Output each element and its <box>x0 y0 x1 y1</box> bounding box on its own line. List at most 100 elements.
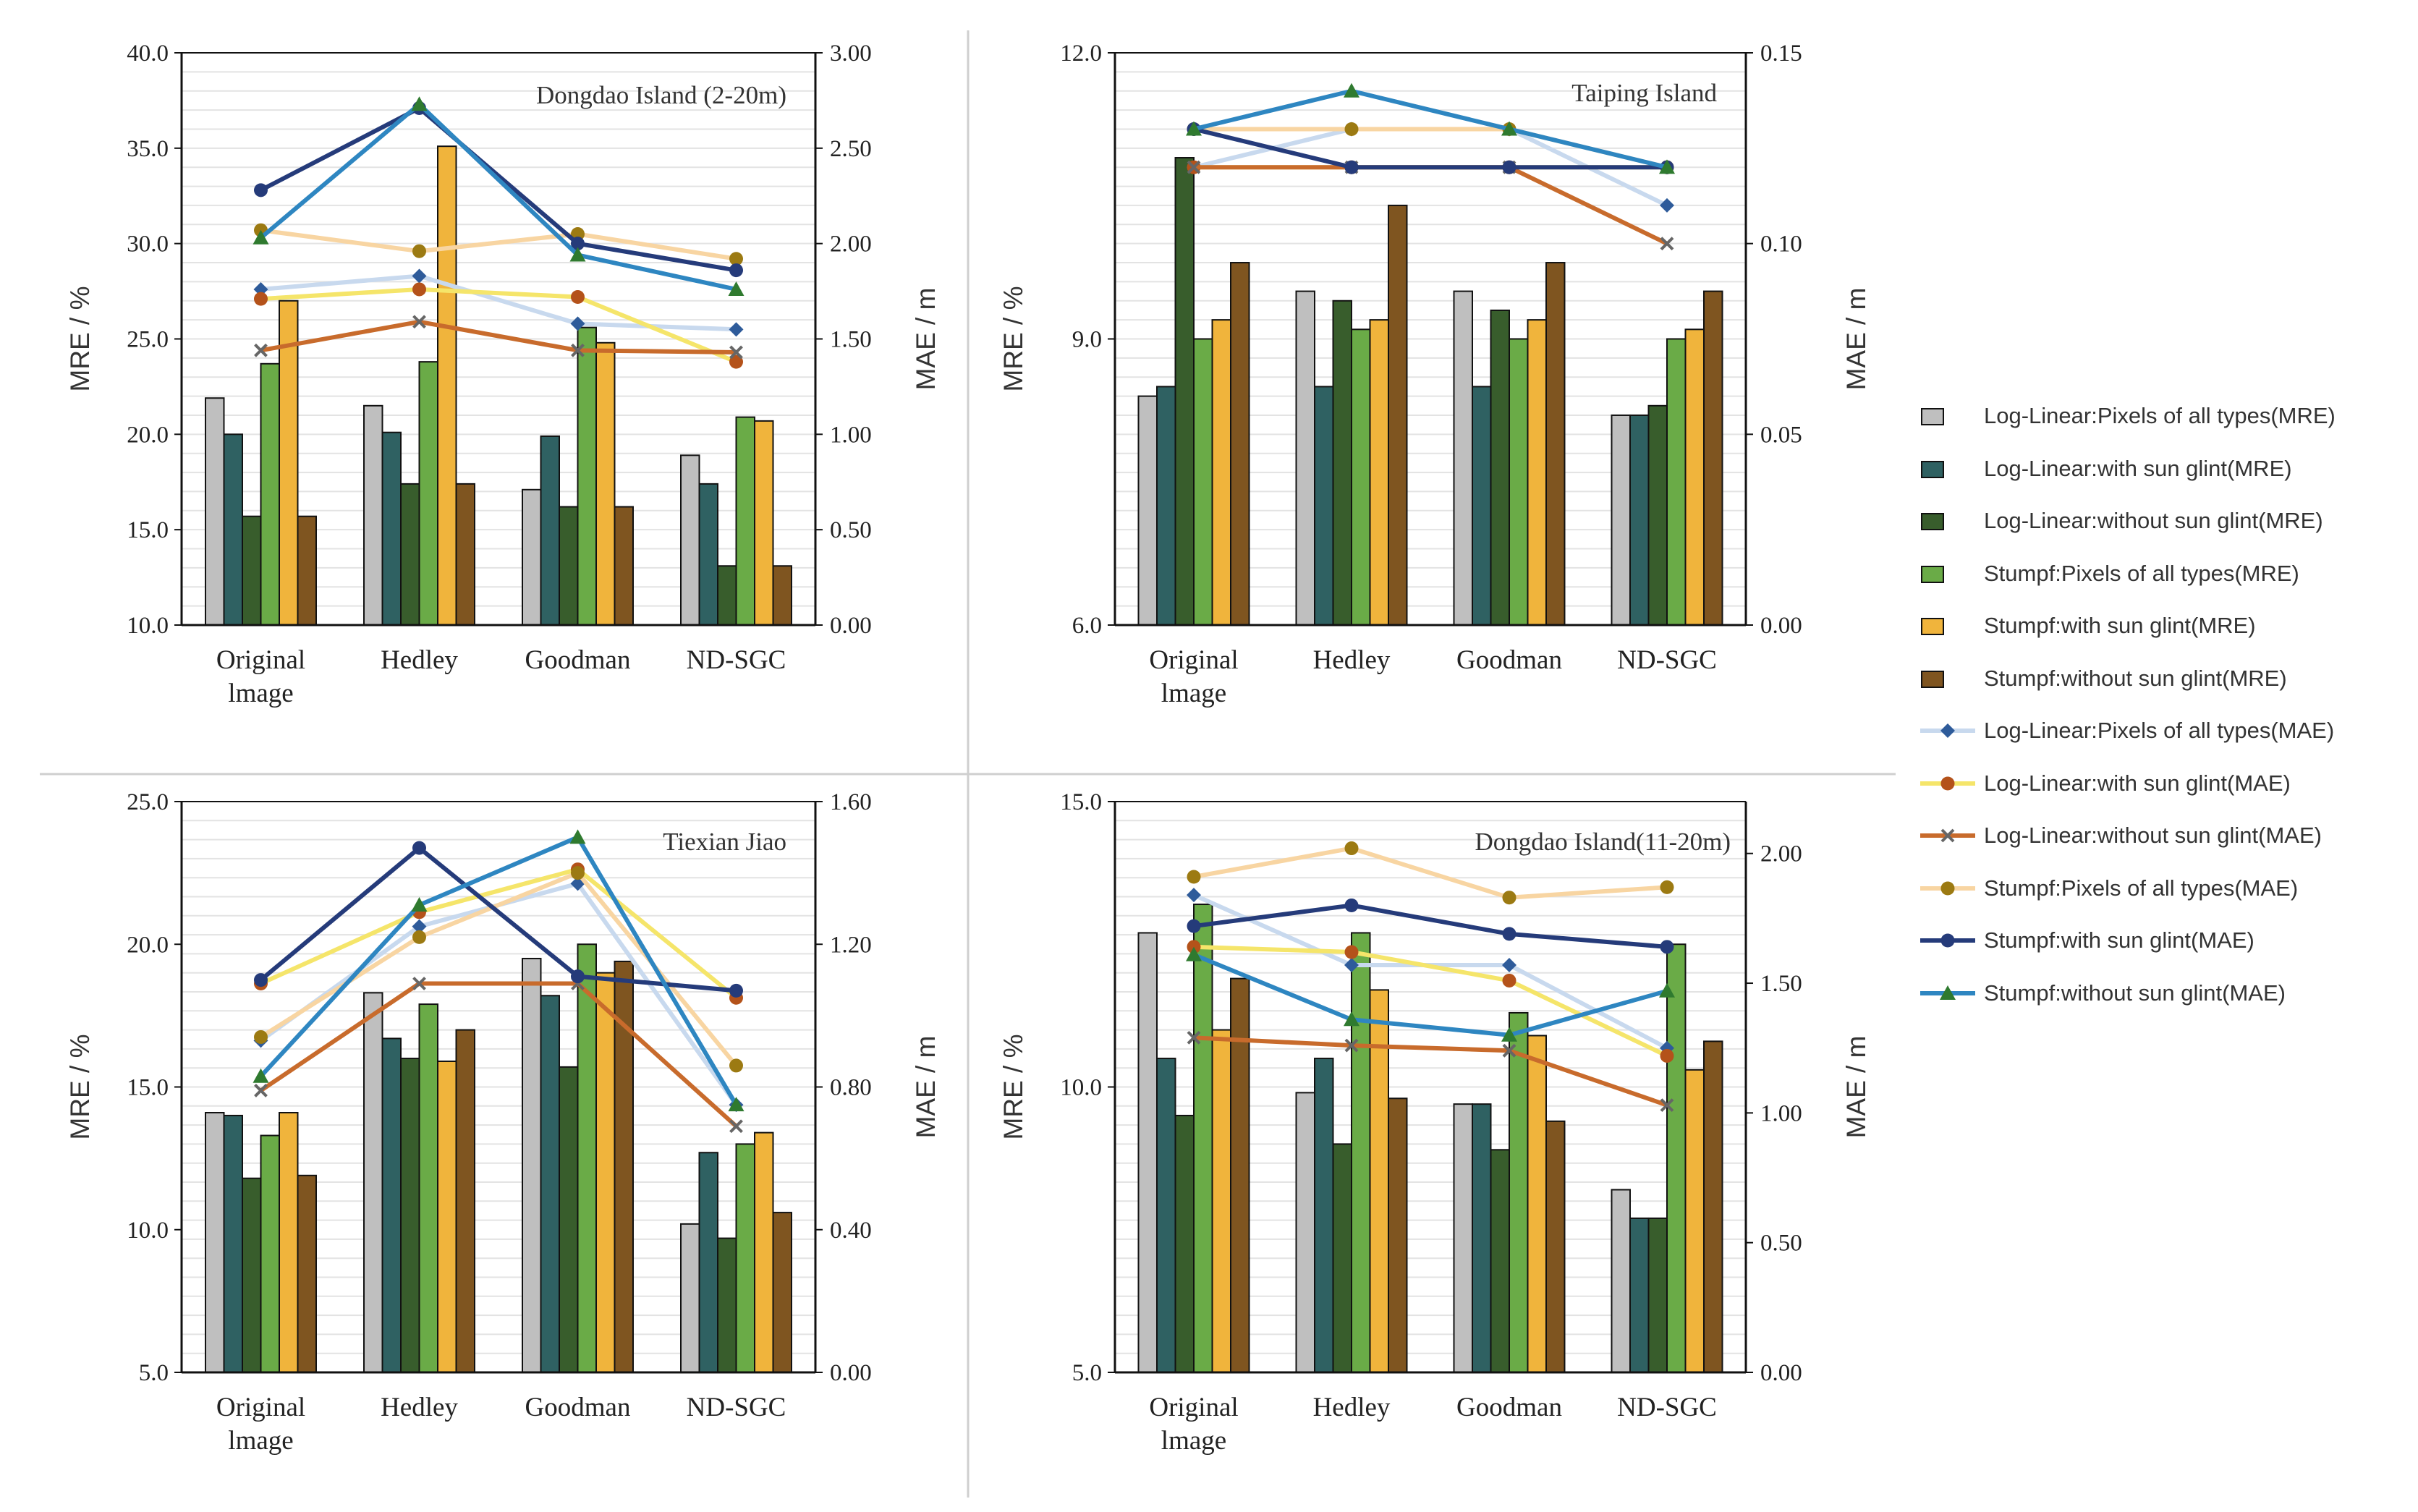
legend-symbol <box>1920 985 1975 1000</box>
bar-3-3 <box>1490 1149 1510 1374</box>
mae-point-5-2 <box>1344 898 1359 912</box>
mae-point-5-4 <box>729 263 743 278</box>
mae-point-4-2 <box>412 930 426 944</box>
bar-3-1 <box>242 1177 262 1373</box>
y-tick-label: 5.0 <box>139 1360 169 1386</box>
bar-1-1 <box>205 397 225 627</box>
legend-label: Stumpf:without sun glint(MRE) <box>1984 665 2287 691</box>
legend-item-10: Stumpf:Pixels of all types(MAE) <box>1917 874 2298 903</box>
bar-1-2 <box>1295 290 1315 626</box>
mae-point-3-2 <box>412 977 426 990</box>
chart-panel-1: 10.0 15.0 20.0 25.0 30.0 35.0 40.0 0.00 0.50 1.00… <box>65 41 941 708</box>
legend-swatch <box>1921 670 1944 688</box>
y-axis-title: MRE / % <box>998 286 1028 392</box>
bar-5-3 <box>595 341 616 626</box>
bar-4-4 <box>1666 943 1687 1373</box>
mae-line-1 <box>260 273 737 332</box>
legend-marker <box>1940 985 1956 1000</box>
mae-point-5-1 <box>254 973 268 988</box>
x-tick-label: Original <box>216 645 305 675</box>
mae-point-4-1 <box>1187 870 1201 884</box>
bar-2-1 <box>223 433 243 626</box>
y2-axis-title: MAE / m <box>911 1036 941 1139</box>
legend-swatch <box>1921 408 1944 425</box>
y2-tick-label: 1.00 <box>830 422 872 448</box>
bar-1-4 <box>680 1223 700 1373</box>
mae-point-4-3 <box>571 866 585 880</box>
mae-point-1-1 <box>253 281 268 297</box>
x-tick-label: ND-SGC <box>687 645 786 675</box>
legend-symbol <box>1920 828 1975 843</box>
x-tick-label: lmage <box>1161 679 1226 708</box>
mae-line-6 <box>1193 88 1668 170</box>
bar-1-4 <box>1611 1189 1631 1374</box>
bar-6-1 <box>297 1174 317 1374</box>
y2-tick-label: 0.00 <box>830 613 872 639</box>
bar-3-1 <box>1174 157 1195 626</box>
y-tick-label: 20.0 <box>127 422 169 448</box>
bar-4-3 <box>577 326 597 626</box>
mae-point-3-4 <box>1660 237 1674 251</box>
mae-point-2-3 <box>1502 973 1516 988</box>
mae-line-5 <box>1193 127 1667 170</box>
x-tick-label: Goodman <box>525 645 631 675</box>
bar-1-4 <box>680 454 700 626</box>
mae-point-1-2 <box>412 268 427 284</box>
y2-axis-title: MAE / m <box>1841 288 1871 391</box>
mae-point-6-3 <box>1501 1027 1517 1042</box>
chart-panel-4: 5.0 10.0 15.0 0.00 0.50 1.00 1.50 2.00 Original l… <box>998 789 1871 1456</box>
bar-5-1 <box>279 300 299 626</box>
x-tick-label: Hedley <box>381 1393 458 1422</box>
legend-label: Log-Linear:Pixels of all types(MAE) <box>1984 718 2335 743</box>
legend-swatch <box>1921 513 1944 530</box>
y2-tick-label: 3.00 <box>830 41 872 67</box>
mae-point-3-3 <box>571 343 585 357</box>
mae-point-4-2 <box>1344 122 1359 136</box>
y2-tick-label: 1.50 <box>830 327 872 353</box>
mae-point-3-1 <box>1187 160 1201 174</box>
x-tick-label: ND-SGC <box>1617 1393 1717 1422</box>
bar-4-4 <box>735 1143 755 1374</box>
mae-point-1-4 <box>729 322 744 337</box>
mae-point-5-1 <box>254 183 268 198</box>
legend-label: Log-Linear:with sun glint(MAE) <box>1984 770 2291 796</box>
y-tick-label: 20.0 <box>127 932 169 958</box>
y2-tick-label: 0.80 <box>830 1075 872 1101</box>
bar-5-3 <box>1527 1035 1547 1373</box>
y2-axis-title: MAE / m <box>911 288 941 391</box>
bar-4-2 <box>1351 932 1371 1373</box>
bar-1-3 <box>522 488 542 627</box>
mae-line-5 <box>259 846 737 993</box>
bar-6-4 <box>772 565 792 626</box>
y-tick-label: 15.0 <box>127 517 169 543</box>
mae-point-6-3 <box>1501 121 1517 136</box>
mae-line-3 <box>260 319 737 354</box>
legend-label: Stumpf:with sun glint(MAE) <box>1984 927 2254 953</box>
legend-swatch <box>1921 618 1944 635</box>
x-tick-label: Hedley <box>381 645 458 675</box>
mae-point-5-4 <box>1660 940 1674 954</box>
y-tick-label: 10.0 <box>127 1218 169 1244</box>
mae-point-5-2 <box>412 841 426 855</box>
bar-3-3 <box>559 506 579 626</box>
legend-label: Stumpf:Pixels of all types(MAE) <box>1984 875 2299 901</box>
legend-item-4: Stumpf:Pixels of all types(MRE) <box>1917 559 2299 588</box>
bar-5-1 <box>1211 1029 1231 1373</box>
mae-point-5-1 <box>1187 919 1201 933</box>
legend-swatch <box>1921 565 1944 583</box>
y-tick-label: 12.0 <box>1060 41 1102 67</box>
chart-title: Dongdao Island(11-20m) <box>1475 828 1731 856</box>
legend-symbol <box>1921 565 1944 583</box>
bar-2-4 <box>1629 1217 1650 1373</box>
y-tick-label: 25.0 <box>127 327 169 353</box>
mae-point-5-2 <box>1344 160 1359 174</box>
y-tick-label: 10.0 <box>1060 1075 1102 1101</box>
y2-tick-label: 0.10 <box>1760 232 1802 258</box>
legend-symbol <box>1921 618 1944 635</box>
bar-3-1 <box>1174 1114 1195 1373</box>
mae-point-3-1 <box>1187 1030 1201 1045</box>
y2-tick-label: 0.00 <box>830 1360 872 1386</box>
legend-item-6: Stumpf:without sun glint(MRE) <box>1917 664 2287 693</box>
y2-tick-label: 2.00 <box>1760 841 1802 867</box>
bar-1-2 <box>363 992 383 1373</box>
